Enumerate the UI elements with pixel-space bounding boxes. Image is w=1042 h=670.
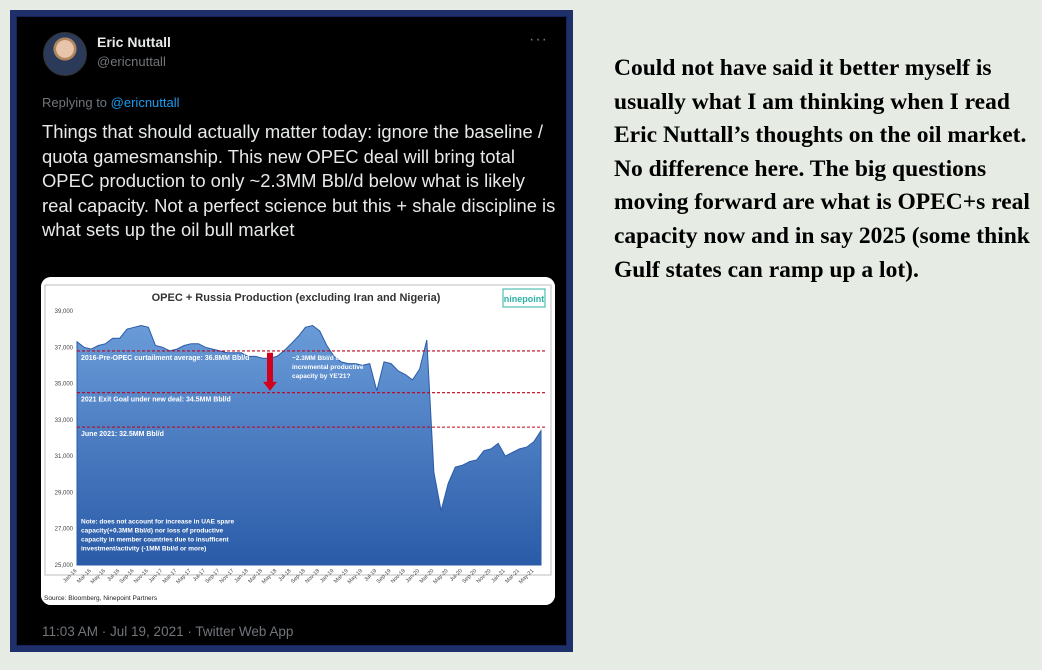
ninepoint-logo: ninepoint: [502, 288, 546, 308]
reply-mention-link[interactable]: @ericnuttall: [110, 95, 180, 110]
author-name[interactable]: Eric Nuttall: [97, 34, 171, 50]
production-area-chart: OPEC + Russia Production (excluding Iran…: [41, 277, 555, 605]
tweet-timestamp[interactable]: 11:03 AM · Jul 19, 2021 · Twitter Web Ap…: [42, 624, 294, 639]
annotation-line: capacity by YE'21?: [292, 373, 351, 380]
down-arrow-shaft: [267, 352, 273, 383]
y-tick-label: 39,000: [55, 309, 74, 315]
note-line: capacity(+0.3MM Bbl/d) nor loss of produ…: [81, 527, 224, 534]
y-tick-label: 37,000: [55, 345, 74, 351]
y-tick-label: 25,000: [55, 563, 74, 569]
note-line: capacity in member countries due to insu…: [81, 536, 230, 543]
annotation-line: incremental productive: [292, 364, 364, 371]
replying-to-line: Replying to @ericnuttall: [42, 95, 180, 110]
note-line: Note: does not account for increase in U…: [81, 518, 235, 525]
commentary-text: Could not have said it better myself is …: [614, 55, 1030, 283]
tweet-screenshot-frame: Eric Nuttall @ericnuttall ··· Replying t…: [10, 10, 573, 652]
y-tick-label: 35,000: [55, 382, 74, 388]
reference-line-label: 2021 Exit Goal under new deal: 34.5MM Bb…: [81, 397, 231, 404]
author-handle[interactable]: @ericnuttall: [97, 54, 166, 69]
y-tick-label: 27,000: [55, 527, 74, 533]
reference-line-label: 2016-Pre-OPEC curtailment average: 36.8M…: [81, 355, 249, 362]
down-arrow-head: [263, 381, 277, 391]
tweet-text: Things that should actually matter today…: [42, 121, 556, 241]
capacity-annotation: ~2.3MM Bbl/d of "real" incremental produc…: [263, 352, 364, 391]
annotation-line: ~2.3MM Bbl/d of "real": [292, 355, 361, 362]
chart-note: Note: does not account for increase in U…: [81, 518, 235, 552]
reference-lines: 2016-Pre-OPEC curtailment average: 36.8M…: [77, 350, 545, 438]
chart-title: OPEC + Russia Production (excluding Iran…: [152, 292, 441, 304]
y-tick-label: 29,000: [55, 490, 74, 496]
tweet-card: Eric Nuttall @ericnuttall ··· Replying t…: [16, 16, 567, 646]
replying-to-prefix: Replying to: [42, 95, 108, 110]
note-line: investment/activity (-1MM Bbl/d or more): [81, 545, 206, 552]
more-horizontal-icon[interactable]: ···: [529, 31, 548, 48]
logo-text: ninepoint: [504, 294, 545, 304]
author-avatar[interactable]: [43, 32, 87, 76]
production-area: [76, 324, 542, 566]
chart-source: Source: Bloomberg, Ninepoint Partners: [44, 595, 158, 602]
area-series: [76, 324, 542, 566]
y-axis-ticks: 39,000 37,000 35,000 33,000 31,000 29,000 27,0…: [55, 309, 74, 569]
reference-line-label: June 2021: 32.5MM Bbl/d: [81, 431, 164, 438]
y-tick-label: 33,000: [55, 418, 74, 424]
y-tick-label: 31,000: [55, 454, 74, 460]
tweet-media-chart[interactable]: OPEC + Russia Production (excluding Iran…: [41, 277, 555, 605]
